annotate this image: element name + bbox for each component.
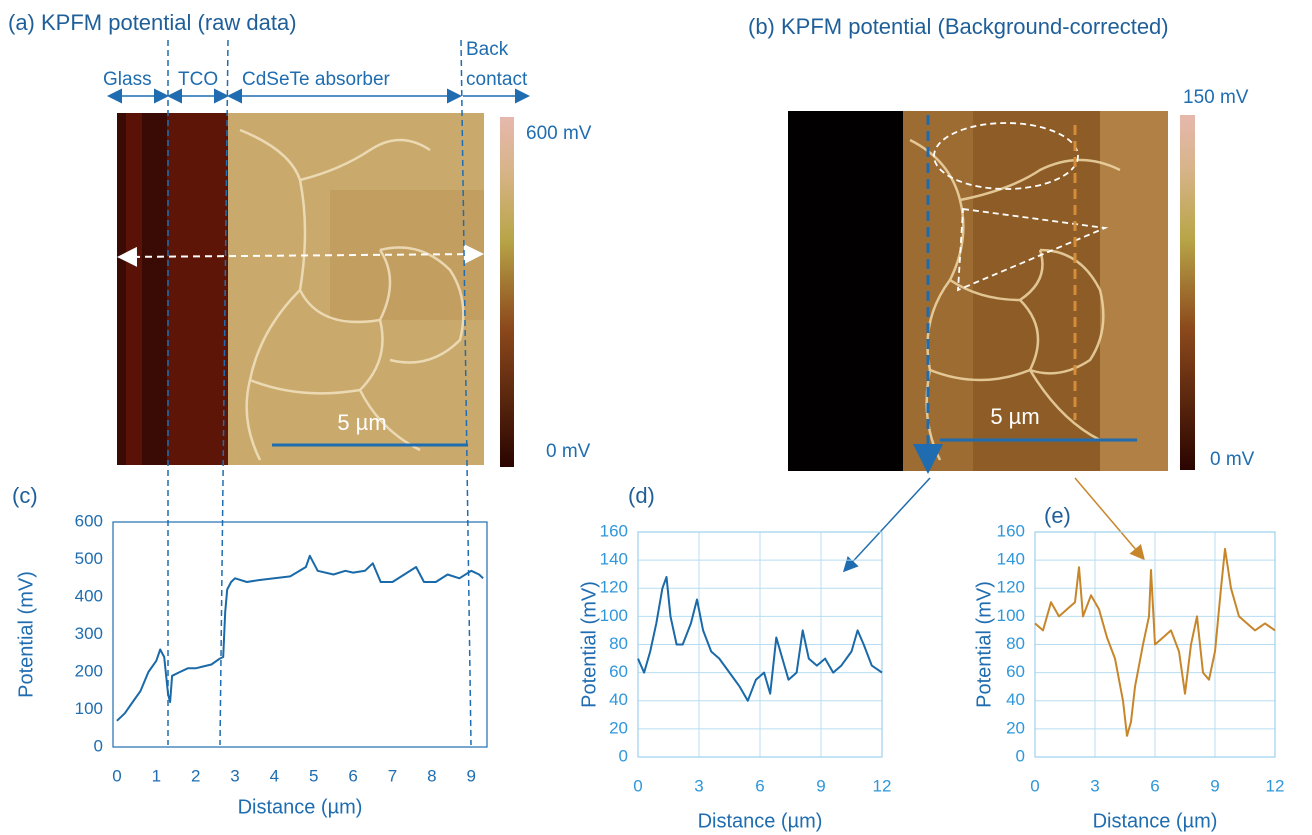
x-tick-label: 0	[633, 776, 642, 795]
x-tick-label: 4	[270, 766, 279, 785]
region-label: TCO	[178, 69, 218, 90]
data-line	[1034, 547, 1276, 737]
panel-title: (a) KPFM potential (raw data)	[8, 10, 297, 35]
x-tick-label: 3	[230, 766, 239, 785]
colorbar	[1180, 115, 1195, 470]
x-tick-label: 5	[309, 766, 318, 785]
panel-label: (c)	[12, 483, 38, 508]
x-tick-label: 0	[1030, 776, 1039, 795]
link-arrow	[842, 477, 931, 573]
y-tick-label: 160	[600, 521, 628, 540]
y-tick-label: 80	[609, 634, 628, 653]
colorbar-max: 600 mV	[526, 123, 592, 144]
region-label: Back	[466, 39, 509, 60]
y-tick-label: 500	[75, 549, 103, 568]
x-tick-label: 3	[1090, 776, 1099, 795]
y-tick-label: 0	[1016, 746, 1025, 765]
x-tick-label: 9	[816, 776, 825, 795]
plot-border	[112, 521, 488, 748]
scale-bar-label: 5 µm	[337, 410, 386, 435]
x-tick-label: 12	[1266, 776, 1285, 795]
x-tick-label: 9	[467, 766, 476, 785]
region-label: Glass	[103, 69, 152, 90]
x-tick-label: 12	[873, 776, 892, 795]
y-tick-label: 100	[600, 606, 628, 625]
x-tick-label: 1	[152, 766, 161, 785]
y-tick-label: 600	[75, 511, 103, 530]
y-tick-label: 0	[94, 736, 103, 755]
y-tick-label: 40	[609, 690, 628, 709]
colorbar-max: 150 mV	[1183, 87, 1249, 108]
x-axis-title: Distance (µm)	[1093, 810, 1218, 832]
plot-border	[1034, 531, 1276, 758]
link-arrow	[1074, 477, 1145, 561]
region-label: contact	[466, 69, 528, 90]
panel-label: (d)	[628, 483, 655, 508]
y-axis-title: Potential (mV)	[973, 581, 995, 708]
x-tick-label: 8	[427, 766, 436, 785]
x-axis-title: Distance (µm)	[698, 810, 823, 832]
y-tick-label: 140	[600, 550, 628, 569]
kpfm-image-b: 5 µm	[788, 111, 1168, 471]
y-tick-label: 400	[75, 586, 103, 605]
x-tick-label: 6	[348, 766, 357, 785]
y-tick-label: 60	[609, 662, 628, 681]
data-line	[637, 576, 883, 702]
y-tick-label: 60	[1006, 662, 1025, 681]
x-tick-label: 3	[694, 776, 703, 795]
x-tick-label: 6	[755, 776, 764, 795]
y-tick-label: 160	[997, 521, 1025, 540]
y-tick-label: 0	[619, 746, 628, 765]
colorbar-min: 0 mV	[1210, 449, 1255, 470]
colorbar	[500, 117, 514, 467]
x-axis-title: Distance (µm)	[238, 796, 363, 818]
y-tick-label: 300	[75, 624, 103, 643]
scale-bar-label: 5 µm	[990, 404, 1039, 429]
panel-title: (b) KPFM potential (Background-corrected…	[748, 14, 1169, 39]
y-tick-label: 20	[609, 718, 628, 737]
y-axis-title: Potential (mV)	[15, 571, 37, 698]
y-tick-label: 120	[997, 578, 1025, 597]
data-line	[116, 554, 484, 722]
region-label: CdSeTe absorber	[242, 69, 391, 90]
y-axis-title: Potential (mV)	[578, 581, 600, 708]
plot-border	[637, 531, 883, 758]
y-tick-label: 80	[1006, 634, 1025, 653]
y-tick-label: 140	[997, 550, 1025, 569]
y-tick-label: 20	[1006, 718, 1025, 737]
y-tick-label: 100	[75, 699, 103, 718]
kpfm-image-a: 5 µm	[117, 113, 484, 465]
x-tick-label: 9	[1210, 776, 1219, 795]
colorbar-min: 0 mV	[546, 441, 591, 462]
region-markers	[107, 39, 530, 746]
x-tick-label: 6	[1150, 776, 1159, 795]
panel-label: (e)	[1044, 503, 1071, 528]
x-tick-label: 0	[112, 766, 121, 785]
y-tick-label: 100	[997, 606, 1025, 625]
x-tick-label: 7	[388, 766, 397, 785]
y-tick-label: 120	[600, 578, 628, 597]
y-tick-label: 200	[75, 661, 103, 680]
x-tick-label: 2	[191, 766, 200, 785]
y-tick-label: 40	[1006, 690, 1025, 709]
